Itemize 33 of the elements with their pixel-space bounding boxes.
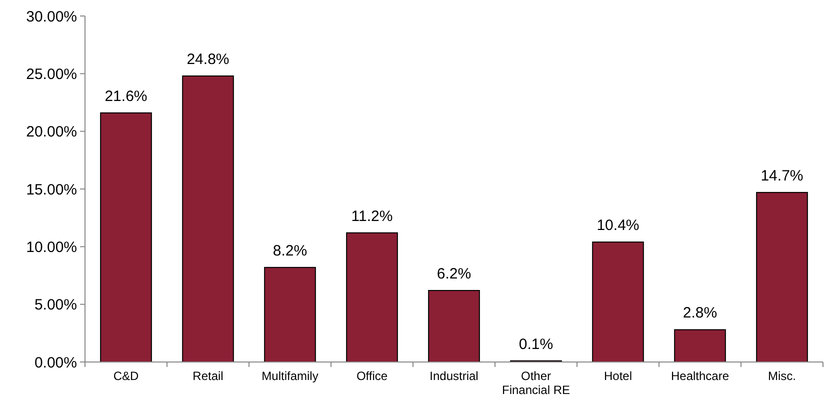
x-tick-label: Hotel (604, 369, 632, 383)
x-tick-label: C&D (113, 369, 139, 383)
bar (346, 232, 398, 362)
x-tick-label: Multifamily (262, 369, 318, 383)
x-tick-label: Misc. (768, 369, 796, 383)
bar (756, 192, 808, 362)
y-tick-label: 5.00% (34, 296, 77, 314)
x-tick-label: Retail (192, 369, 224, 383)
bar (264, 266, 316, 362)
bar (428, 290, 480, 362)
data-label: 14.7% (760, 167, 804, 184)
y-tick-label: 10.00% (26, 238, 77, 256)
y-tick-label: 0.00% (34, 354, 77, 372)
y-tick-label: 30.00% (26, 8, 77, 26)
data-label: 24.8% (186, 50, 230, 68)
bar (592, 242, 644, 362)
data-label: 10.4% (596, 217, 640, 234)
data-label: 6.2% (436, 265, 472, 282)
x-tick-label: Office (356, 369, 388, 383)
y-tick-label: 20.00% (26, 124, 77, 141)
x-tick-label: Other Financial RE (502, 369, 570, 397)
y-tick-label: 15.00% (26, 181, 77, 198)
data-label: 0.1% (518, 336, 554, 353)
x-tick-label: Healthcare (670, 369, 730, 383)
y-tick-label: 25.00% (26, 66, 77, 83)
data-label: 21.6% (104, 88, 148, 105)
data-label: 2.8% (682, 304, 718, 322)
x-tick-label: Industrial (430, 369, 478, 383)
bar (100, 112, 152, 362)
data-label: 8.2% (272, 242, 308, 260)
bar (674, 329, 726, 362)
data-label: 11.2% (351, 208, 393, 225)
bar (182, 75, 234, 362)
